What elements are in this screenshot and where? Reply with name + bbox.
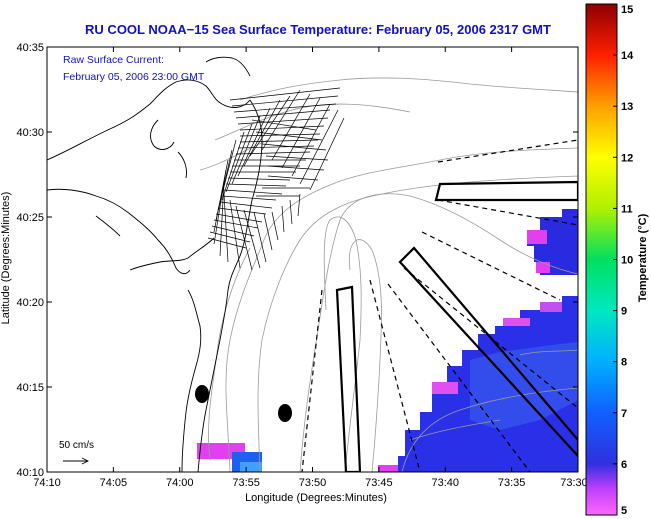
colorbar-tick-label: 15	[621, 4, 633, 16]
y-tick-label: 40:15	[16, 382, 44, 394]
colorbar-label: Temperature (°C)	[637, 213, 649, 302]
sst-patch-north-pink2	[536, 262, 550, 273]
station-boxes	[335, 180, 578, 472]
sst-patch-southwest-cyan	[240, 462, 262, 472]
y-tick-label: 40:25	[16, 212, 44, 224]
colorbar-tick-label: 6	[621, 459, 627, 471]
annotation-line1: Raw Surface Current:	[63, 54, 164, 66]
colorbar-tick-label: 8	[621, 357, 627, 369]
station-dot-west	[195, 385, 209, 403]
colorbar-tick-label: 9	[621, 306, 627, 318]
colorbar-tick-label: 10	[621, 255, 633, 267]
x-tick-label: 73:30	[560, 477, 588, 489]
colorbar-tick-label: 14	[621, 50, 634, 62]
colorbar-tick-label: 13	[621, 101, 633, 113]
x-tick-label: 73:55	[232, 477, 260, 489]
sst-patches	[197, 209, 578, 472]
sst-patch-north-pink	[527, 230, 547, 244]
x-tick-label: 73:45	[365, 477, 393, 489]
station-dot-east	[278, 404, 292, 422]
sst-patch-north	[527, 209, 578, 275]
colorbar	[585, 3, 618, 516]
x-tick-label: 73:40	[431, 477, 459, 489]
x-tick-label: 74:10	[33, 477, 61, 489]
annotation-line2: February 05, 2006 23:00 GMT	[63, 71, 205, 83]
sst-patch-bottom-pink	[378, 465, 398, 472]
sst-patch-pink-edge3	[540, 302, 562, 312]
x-tick-label: 74:00	[166, 477, 194, 489]
colorbar-tick-label: 7	[621, 408, 627, 420]
y-tick-label: 40:30	[16, 127, 44, 139]
coastline	[47, 56, 263, 472]
y-tick-label: 40:35	[16, 42, 44, 54]
y-axis-label: Latitude (Degrees:Minutes)	[0, 192, 12, 325]
x-tick-label: 73:35	[498, 477, 526, 489]
y-tick-label: 40:10	[16, 467, 44, 479]
colorbar-ticks: 5 6 7 8 9 10 11 12 13 14 15	[613, 3, 634, 517]
x-axis-ticks: 74:10 74:05 74:00 73:55 73:50 73:45 73:40 73:35…	[33, 47, 588, 489]
sst-patch-pink-edge	[503, 318, 530, 326]
scale-label: 50 cm/s	[59, 440, 94, 451]
chart-title: RU COOL NOAA−15 Sea Surface Temperature:…	[85, 22, 551, 37]
y-tick-label: 40:20	[16, 297, 44, 309]
y-axis-ticks: 40:10 40:15 40:20 40:25 40:30 40:35	[16, 42, 578, 479]
colorbar-tick-label: 11	[621, 203, 633, 215]
x-axis-label: Longitude (Degrees:Minutes)	[245, 492, 387, 504]
x-tick-label: 73:50	[299, 477, 327, 489]
current-vectors	[207, 87, 345, 271]
sst-patch-pink-edge2	[432, 382, 458, 394]
colorbar-tick-label: 12	[621, 152, 633, 164]
x-tick-label: 74:05	[100, 477, 128, 489]
colorbar-tick-label: 5	[621, 505, 627, 517]
scale-arrow	[63, 457, 90, 465]
